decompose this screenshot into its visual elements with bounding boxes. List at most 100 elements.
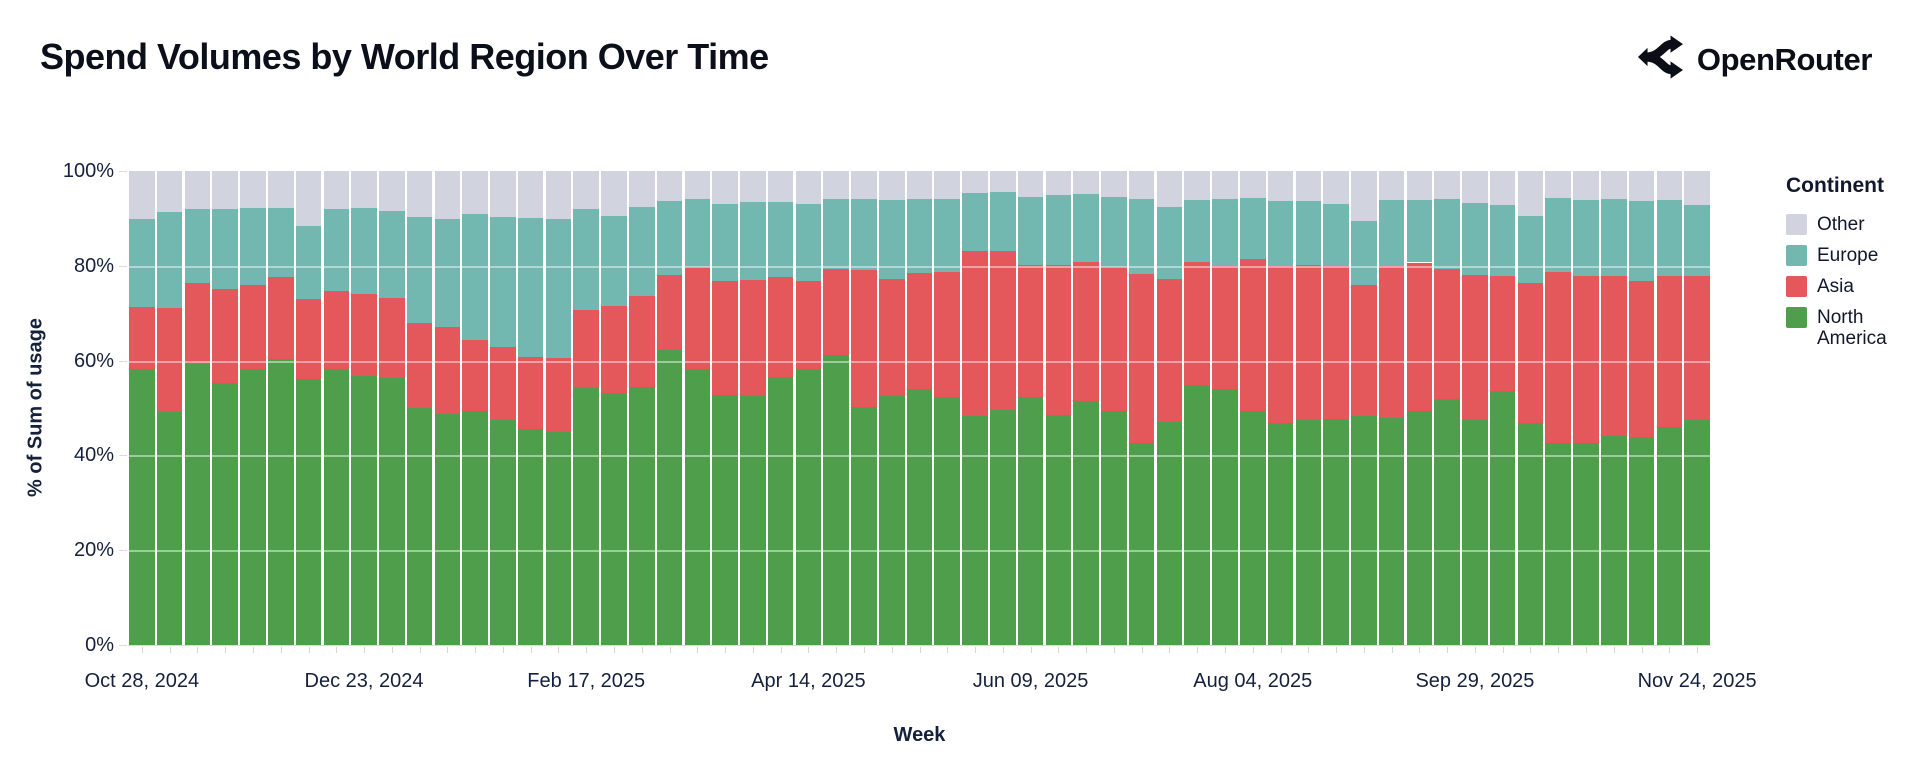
bar-segment-asia[interactable] xyxy=(156,308,183,412)
bar-segment-other[interactable] xyxy=(462,171,488,214)
bar-segment-asia[interactable] xyxy=(767,277,794,377)
bar-segment-asia[interactable] xyxy=(517,357,544,430)
bar-segment-other[interactable] xyxy=(906,171,933,200)
bar-segment-north-america[interactable] xyxy=(462,410,488,645)
bar-segment-north-america[interactable] xyxy=(1489,390,1516,645)
bar-segment-north-america[interactable] xyxy=(1212,389,1238,645)
bar-segment-other[interactable] xyxy=(1073,171,1099,195)
bar-segment-asia[interactable] xyxy=(267,276,294,360)
bar-segment-other[interactable] xyxy=(1212,171,1238,199)
bar-segment-europe[interactable] xyxy=(684,198,711,268)
bar-segment-europe[interactable] xyxy=(1073,194,1099,263)
bar-segment-europe[interactable] xyxy=(1406,199,1433,263)
bar-segment-other[interactable] xyxy=(1434,171,1460,199)
bar-segment-other[interactable] xyxy=(962,171,988,193)
bar-segment-europe[interactable] xyxy=(1323,203,1349,267)
bar-segment-other[interactable] xyxy=(795,171,822,204)
bar-segment-other[interactable] xyxy=(295,171,322,226)
bar-segment-asia[interactable] xyxy=(1573,275,1599,443)
bar-segment-asia[interactable] xyxy=(1545,272,1572,444)
bar-segment-europe[interactable] xyxy=(990,191,1016,252)
bar-segment-europe[interactable] xyxy=(1434,198,1460,270)
bar-segment-other[interactable] xyxy=(684,171,711,199)
bar-segment-asia[interactable] xyxy=(240,284,266,369)
bar-segment-asia[interactable] xyxy=(990,251,1016,410)
bar-segment-other[interactable] xyxy=(601,171,627,216)
bar-segment-north-america[interactable] xyxy=(1434,399,1460,645)
bar-segment-north-america[interactable] xyxy=(434,414,461,645)
bar-segment-asia[interactable] xyxy=(1045,265,1072,416)
bar-segment-north-america[interactable] xyxy=(295,378,322,645)
bar-segment-asia[interactable] xyxy=(212,288,238,384)
bar-segment-asia[interactable] xyxy=(1489,276,1516,391)
bar-segment-asia[interactable] xyxy=(1017,264,1044,397)
bar-segment-europe[interactable] xyxy=(156,211,183,308)
bar-segment-europe[interactable] xyxy=(295,225,322,299)
bar-segment-other[interactable] xyxy=(1684,171,1710,205)
bar-segment-north-america[interactable] xyxy=(1628,437,1655,645)
bar-segment-asia[interactable] xyxy=(1267,265,1294,423)
bar-segment-europe[interactable] xyxy=(1156,206,1183,279)
bar-segment-north-america[interactable] xyxy=(1462,419,1488,645)
bar-segment-north-america[interactable] xyxy=(517,429,544,645)
bar-segment-other[interactable] xyxy=(406,171,433,218)
bar-segment-europe[interactable] xyxy=(795,203,822,281)
bar-segment-north-america[interactable] xyxy=(1351,415,1377,645)
bar-segment-north-america[interactable] xyxy=(490,419,516,645)
bar-segment-north-america[interactable] xyxy=(351,375,377,645)
bar-segment-europe[interactable] xyxy=(1573,199,1599,276)
bar-segment-north-america[interactable] xyxy=(1017,396,1044,645)
bar-segment-asia[interactable] xyxy=(490,346,516,420)
bar-segment-europe[interactable] xyxy=(1267,201,1294,266)
bar-segment-asia[interactable] xyxy=(462,339,488,411)
bar-segment-europe[interactable] xyxy=(1212,198,1238,266)
bar-segment-europe[interactable] xyxy=(1128,198,1155,274)
bar-segment-north-america[interactable] xyxy=(129,368,155,645)
bar-segment-north-america[interactable] xyxy=(1323,419,1349,645)
bar-segment-europe[interactable] xyxy=(628,207,655,296)
bar-segment-europe[interactable] xyxy=(490,216,516,347)
bar-segment-north-america[interactable] xyxy=(1573,442,1599,645)
bar-segment-other[interactable] xyxy=(1017,171,1044,197)
bar-segment-asia[interactable] xyxy=(1128,273,1155,443)
bar-segment-europe[interactable] xyxy=(823,198,849,270)
bar-segment-asia[interactable] xyxy=(684,267,711,370)
bar-segment-other[interactable] xyxy=(767,171,794,203)
bar-segment-north-america[interactable] xyxy=(712,394,738,645)
bar-segment-europe[interactable] xyxy=(545,218,572,359)
bar-segment-north-america[interactable] xyxy=(823,354,849,645)
bar-segment-europe[interactable] xyxy=(379,211,405,299)
bar-segment-europe[interactable] xyxy=(767,202,794,278)
bar-segment-asia[interactable] xyxy=(1434,269,1460,399)
bar-segment-north-america[interactable] xyxy=(795,368,822,645)
bar-segment-europe[interactable] xyxy=(851,199,877,271)
bar-segment-other[interactable] xyxy=(573,171,599,209)
bar-segment-asia[interactable] xyxy=(1184,261,1210,385)
bar-segment-other[interactable] xyxy=(934,171,961,199)
bar-segment-other[interactable] xyxy=(1267,171,1294,202)
bar-segment-asia[interactable] xyxy=(434,326,461,415)
bar-segment-europe[interactable] xyxy=(1684,204,1710,277)
bar-segment-north-america[interactable] xyxy=(1045,415,1072,645)
bar-segment-europe[interactable] xyxy=(129,218,155,308)
bar-segment-other[interactable] xyxy=(545,171,572,219)
bar-segment-asia[interactable] xyxy=(573,309,599,389)
bar-segment-europe[interactable] xyxy=(267,207,294,277)
bar-segment-asia[interactable] xyxy=(1351,285,1377,416)
bar-segment-other[interactable] xyxy=(129,171,155,219)
bar-segment-north-america[interactable] xyxy=(545,431,572,645)
bar-segment-asia[interactable] xyxy=(851,270,877,407)
bar-segment-other[interactable] xyxy=(1601,171,1627,199)
bar-segment-europe[interactable] xyxy=(712,203,738,281)
bar-segment-north-america[interactable] xyxy=(1073,400,1099,645)
bar-segment-other[interactable] xyxy=(990,171,1016,192)
bar-segment-asia[interactable] xyxy=(545,358,572,432)
bar-segment-other[interactable] xyxy=(1462,171,1488,203)
bar-segment-north-america[interactable] xyxy=(601,393,627,645)
bar-segment-europe[interactable] xyxy=(934,198,961,273)
bar-segment-other[interactable] xyxy=(1101,171,1127,198)
bar-segment-europe[interactable] xyxy=(1489,204,1516,277)
bar-segment-north-america[interactable] xyxy=(767,376,794,645)
bar-segment-asia[interactable] xyxy=(1073,262,1099,401)
bar-segment-other[interactable] xyxy=(1184,171,1210,200)
